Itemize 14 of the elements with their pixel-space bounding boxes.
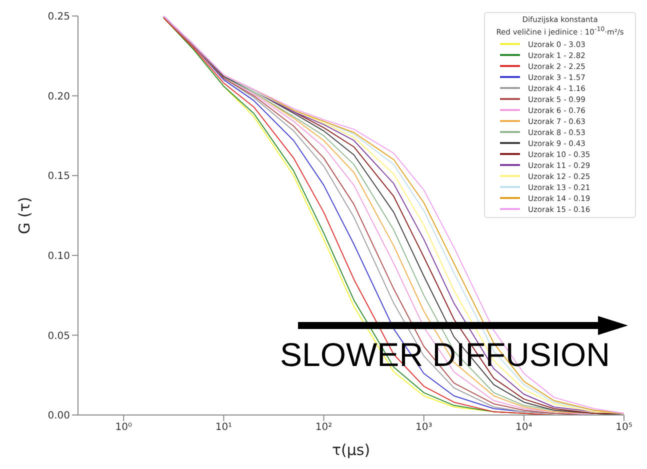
x-tick-label: 10⁰ xyxy=(115,422,132,434)
y-tick-label: 0.10 xyxy=(48,250,70,262)
x-tick-label: 10⁴ xyxy=(516,422,532,434)
x-tick-label: 10³ xyxy=(415,422,432,434)
y-tick-label: 0.00 xyxy=(48,410,70,422)
x-tick-label: 10² xyxy=(315,422,332,434)
x-axis-title: τ(μs) xyxy=(332,441,370,459)
x-tick-label: 10¹ xyxy=(215,422,232,434)
y-tick-label: 0.25 xyxy=(48,12,70,23)
y-tick-label: 0.20 xyxy=(48,91,70,102)
y-axis-title: G (τ) xyxy=(15,196,34,234)
y-tick-label: 0.15 xyxy=(48,171,70,182)
x-tick-label: 10⁵ xyxy=(616,422,632,434)
y-tick-label: 0.05 xyxy=(48,330,70,342)
